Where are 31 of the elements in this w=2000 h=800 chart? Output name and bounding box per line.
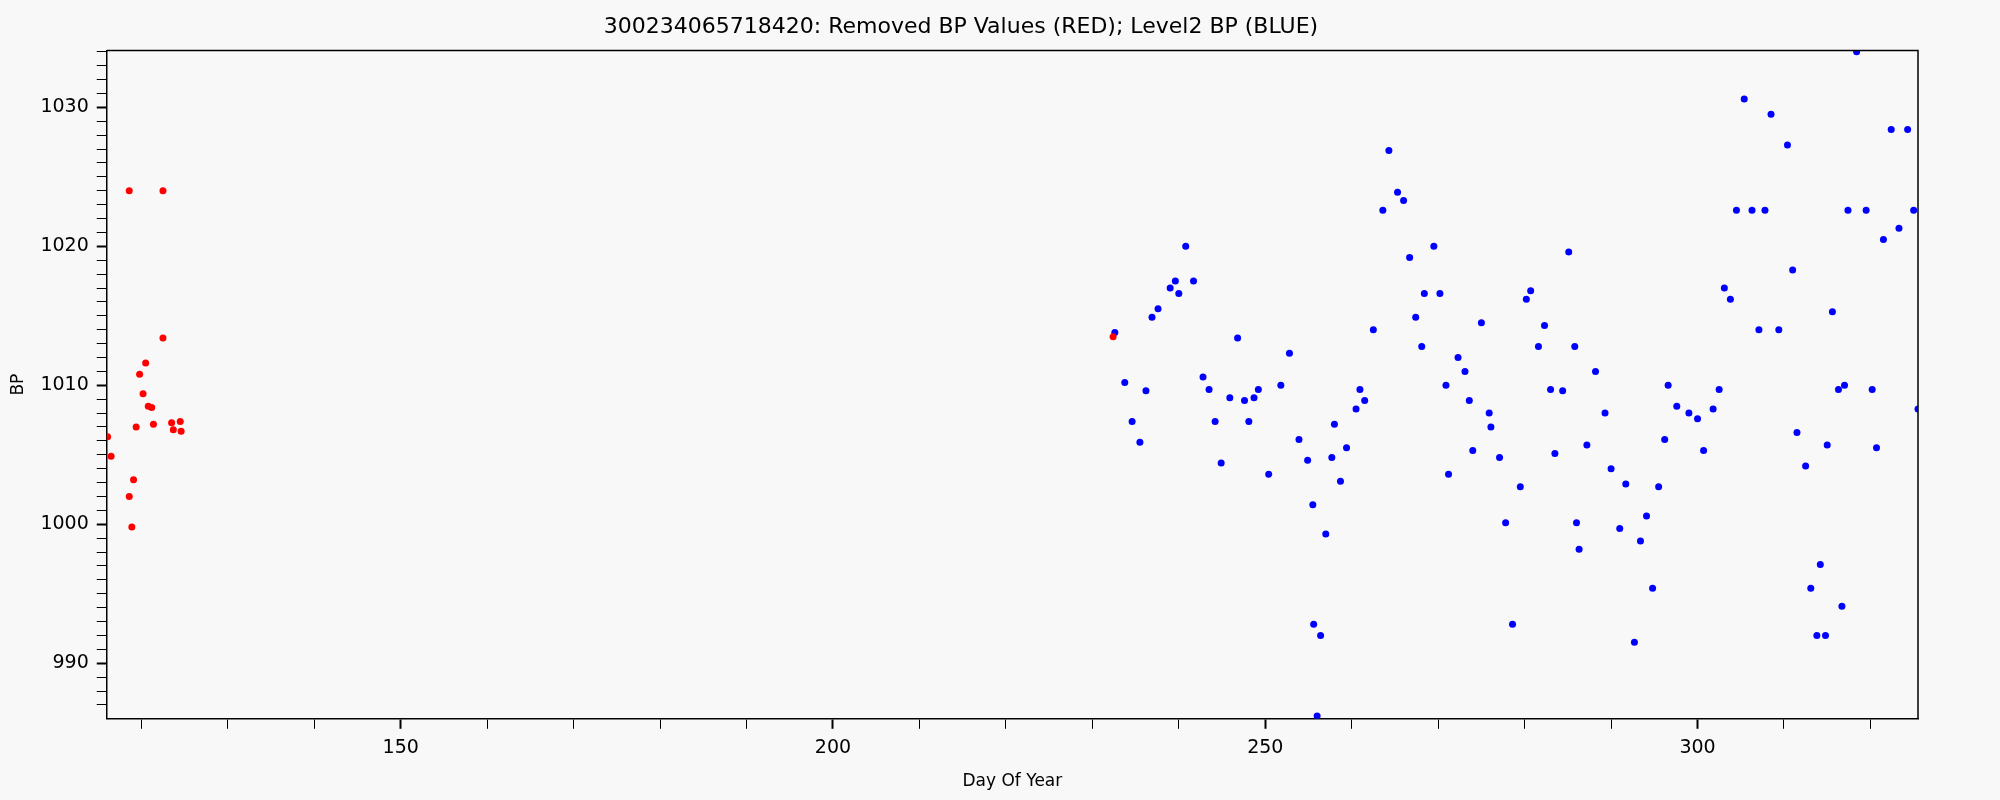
point bbox=[107, 452, 115, 460]
point bbox=[169, 426, 177, 434]
y-tick-label: 1020 bbox=[40, 233, 89, 256]
y-tick-label: 1010 bbox=[40, 372, 89, 395]
y-tick-label: 990 bbox=[52, 650, 89, 673]
point bbox=[125, 492, 133, 500]
point bbox=[142, 359, 150, 367]
point bbox=[106, 433, 112, 441]
point bbox=[125, 187, 133, 195]
point bbox=[136, 370, 144, 378]
point bbox=[148, 404, 156, 412]
point bbox=[139, 390, 147, 398]
point bbox=[128, 523, 136, 531]
y-tick-label: 1000 bbox=[40, 511, 89, 534]
y-axis-title: BP bbox=[6, 373, 27, 396]
point bbox=[177, 427, 185, 435]
point bbox=[159, 187, 167, 195]
y-tick-label: 1030 bbox=[40, 94, 89, 117]
x-axis-title: Day Of Year bbox=[962, 770, 1063, 791]
point bbox=[132, 423, 140, 431]
x-tick-label: 300 bbox=[1679, 735, 1716, 758]
point bbox=[168, 419, 176, 427]
point bbox=[159, 334, 167, 342]
point bbox=[1109, 333, 1117, 341]
x-tick-label: 200 bbox=[814, 735, 852, 758]
chart-title: 300234065718420: Removed BP Values (RED); Level2 BP (BLUE) bbox=[603, 12, 1319, 38]
point bbox=[130, 476, 138, 484]
point bbox=[176, 417, 184, 425]
x-tick-label: 150 bbox=[382, 735, 419, 758]
x-tick-label: 250 bbox=[1247, 735, 1284, 758]
point bbox=[149, 420, 157, 428]
